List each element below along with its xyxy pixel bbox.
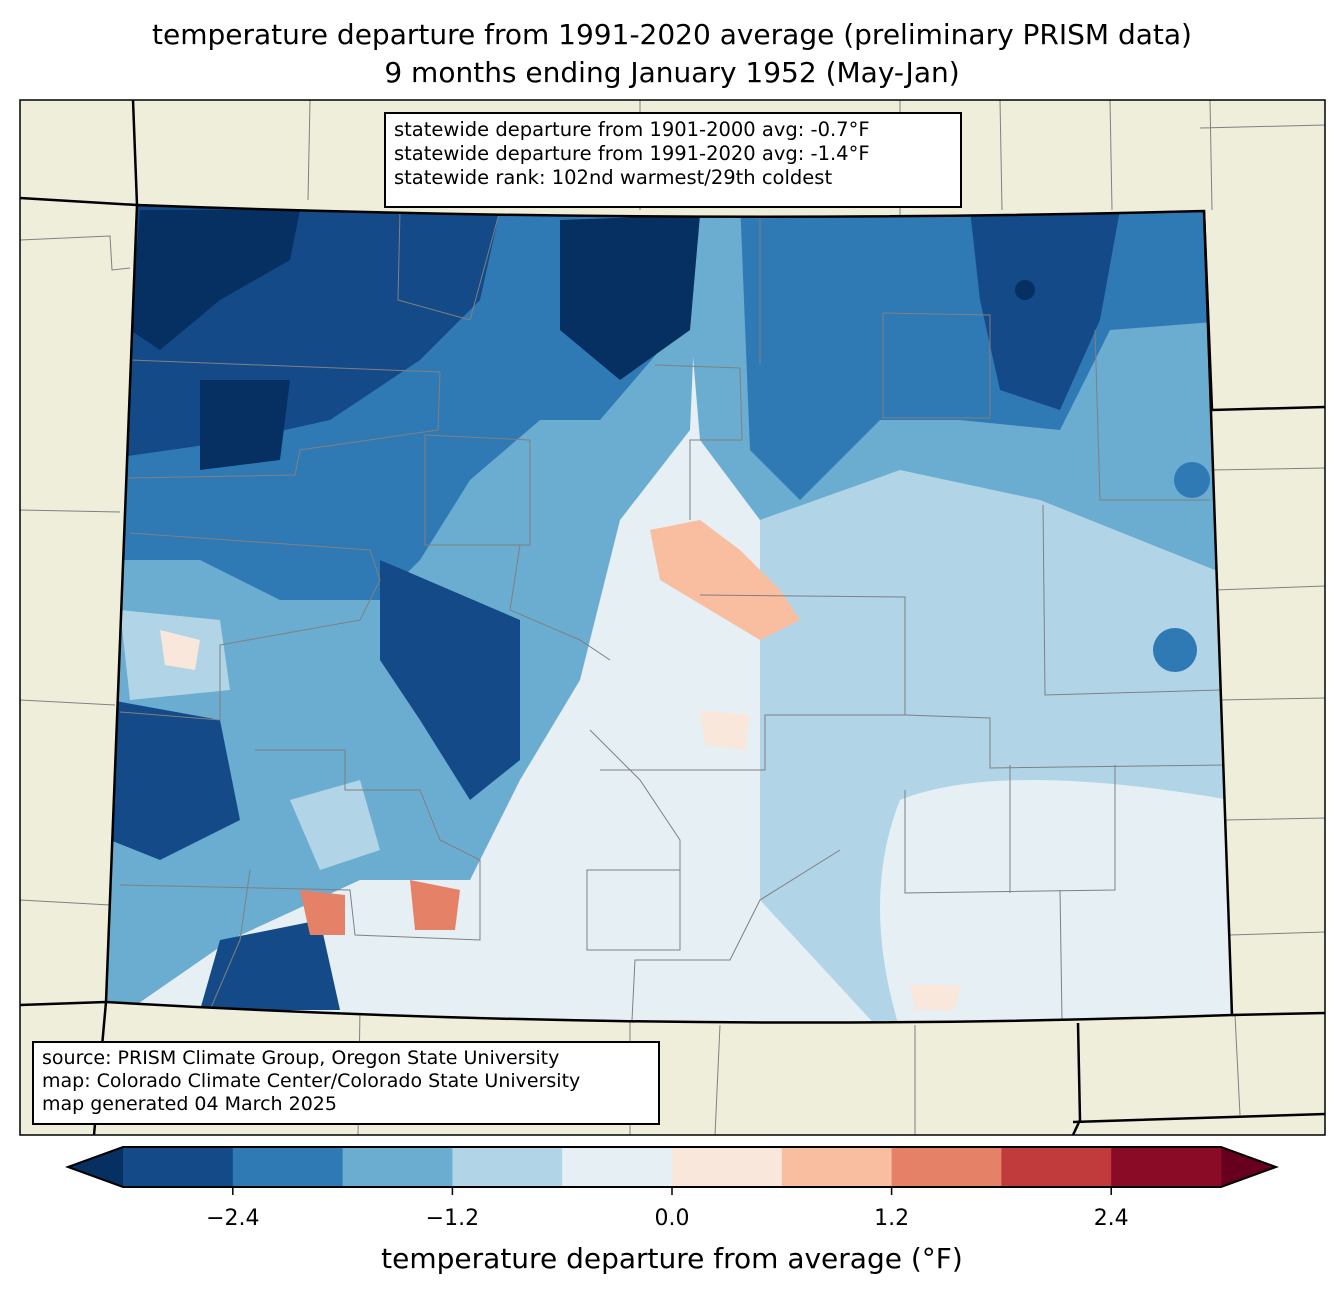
field-mountain-cold: [110, 560, 520, 1010]
stats-departure-1991-2020: statewide departure from 1991-2020 avg: …: [394, 142, 870, 165]
colorbar-tick-label: 2.4: [1093, 1206, 1129, 1231]
field-valley-slight-cool: [120, 610, 380, 870]
colorbar-segment: [452, 1147, 563, 1187]
field-east-cool-spot: [1174, 462, 1210, 498]
source-credits-box: source: PRISM Climate Group, Oregon Stat…: [32, 1041, 660, 1125]
colorbar-extend-max: [1221, 1147, 1276, 1187]
colorbar-segment: [1001, 1147, 1112, 1187]
colorbar-tick-label: 1.2: [874, 1206, 910, 1231]
colorbar-tick-label: −2.4: [206, 1206, 260, 1231]
colorbar-segment: [781, 1147, 893, 1187]
colorbar-segment: [1111, 1147, 1222, 1187]
colorbar: [65, 1146, 1279, 1195]
colorbar-segment: [342, 1147, 453, 1187]
colorado-border: [104, 203, 1234, 1024]
map-frame: [19, 99, 1326, 1136]
colorbar-tick-label: 0.0: [654, 1206, 690, 1231]
field-east-cool-spot: [1153, 628, 1197, 672]
field-southeast-near-normal: [880, 780, 1230, 1023]
colorbar-segment: [232, 1147, 344, 1187]
colorbar-segment: [562, 1147, 673, 1187]
statewide-stats-box: statewide departure from 1901-2000 avg: …: [384, 112, 962, 208]
colorbar-segment: [123, 1147, 234, 1187]
field-warm-anomaly-front-range: [650, 520, 800, 640]
colorbar-outline: [65, 1146, 1279, 1188]
field-northeast-cold-spot: [1015, 280, 1035, 300]
colorbar-segment: [891, 1147, 1002, 1187]
colorbar-segment: [672, 1147, 783, 1187]
map-credit-line: map: Colorado Climate Center/Colorado St…: [42, 1070, 581, 1092]
colorbar-tick-label: −1.2: [425, 1206, 480, 1231]
colorado-temperature-field: [106, 205, 1232, 1023]
map-title-line1: temperature departure from 1991-2020 ave…: [152, 18, 1192, 51]
field-northeast-cold: [970, 210, 1120, 410]
stats-rank: statewide rank: 102nd warmest/29th colde…: [394, 166, 833, 189]
field-warm-anomaly-southwest: [300, 880, 460, 935]
map-title-line2: 9 months ending January 1952 (May-Jan): [384, 56, 960, 89]
field-very-cold-core: [130, 210, 700, 470]
colorbar-extend-min: [68, 1147, 123, 1187]
stats-departure-1901-2000: statewide departure from 1901-2000 avg: …: [394, 118, 870, 141]
colorbar-label: temperature departure from average (°F): [381, 1242, 963, 1275]
county-lines: [119, 209, 1226, 1021]
map-generated-date: map generated 04 March 2025: [42, 1093, 337, 1115]
source-line: source: PRISM Climate Group, Oregon Stat…: [42, 1047, 560, 1069]
